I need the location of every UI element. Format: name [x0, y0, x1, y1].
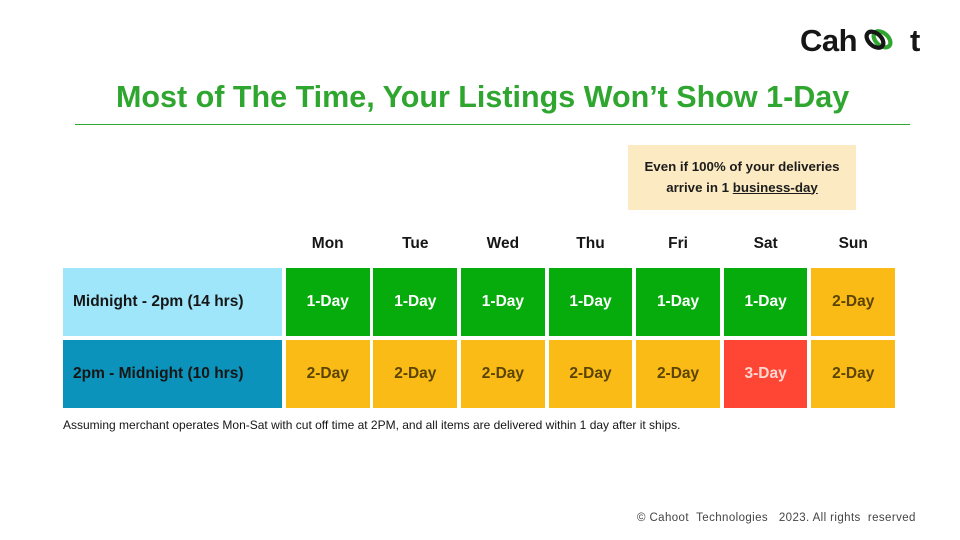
svg-text:t: t [910, 23, 920, 58]
svg-text:Cah: Cah [800, 23, 857, 58]
